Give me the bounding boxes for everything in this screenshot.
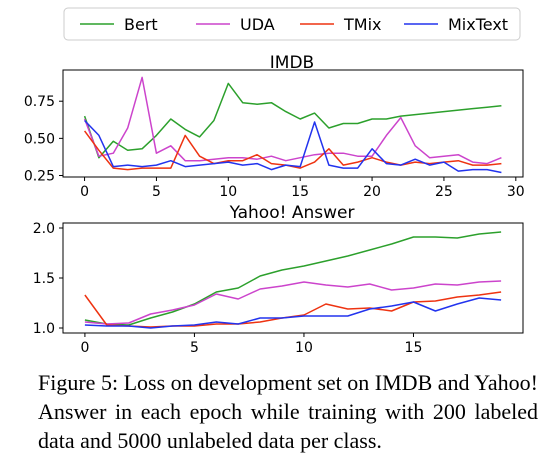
x-tick-label: 25 bbox=[435, 184, 453, 200]
x-tick-label: 0 bbox=[80, 184, 89, 200]
x-tick-label: 10 bbox=[295, 340, 313, 356]
y-tick-label: 1.5 bbox=[33, 271, 55, 287]
x-tick-label: 20 bbox=[363, 184, 381, 200]
y-tick-label: 0.25 bbox=[24, 169, 55, 185]
chart-imdb: IMDB 0 5 10 15 20 25 30 0.25 0.50 0.75 bbox=[24, 53, 525, 200]
series-line-uda bbox=[83, 76, 502, 165]
series-line-bert bbox=[83, 82, 502, 159]
chart-yahoo-answer: Yahoo! Answer 0 5 10 15 1.0 1.5 2.0 bbox=[33, 203, 524, 356]
y-tick-label: 0.75 bbox=[24, 94, 55, 110]
chart-title: Yahoo! Answer bbox=[229, 203, 355, 223]
y-tick-label: 1.0 bbox=[33, 321, 55, 337]
plot-frame bbox=[62, 69, 524, 178]
legend-frame bbox=[63, 7, 521, 41]
x-tick-label: 5 bbox=[190, 340, 199, 356]
series-line-mixtext bbox=[84, 297, 502, 329]
y-tick-label: 2.0 bbox=[33, 221, 55, 237]
series-line-bert bbox=[84, 231, 502, 326]
x-tick-label: 0 bbox=[80, 340, 89, 356]
series-line-mixtext bbox=[84, 119, 502, 174]
chart-title: IMDB bbox=[270, 53, 314, 73]
figure: Bert UDA TMix MixText IMDB 0 5 10 15 20 25 30 0.25… bbox=[24, 7, 525, 356]
legend: Bert UDA TMix MixText bbox=[63, 7, 521, 41]
legend-label: Bert bbox=[124, 15, 158, 34]
x-tick-label: 15 bbox=[291, 184, 309, 200]
x-tick-label: 5 bbox=[152, 184, 161, 200]
x-tick-label: 10 bbox=[219, 184, 237, 200]
legend-label: UDA bbox=[240, 15, 275, 34]
plot-frame bbox=[62, 222, 524, 334]
y-tick-label: 0.50 bbox=[24, 131, 55, 147]
x-tick-label: 15 bbox=[405, 340, 423, 356]
legend-label: TMix bbox=[343, 15, 382, 34]
legend-label: MixText bbox=[448, 15, 508, 34]
x-tick-label: 30 bbox=[507, 184, 525, 200]
series-line-uda bbox=[84, 280, 502, 325]
figure-caption: Figure 5: Loss on development set on IMD… bbox=[38, 370, 538, 453]
